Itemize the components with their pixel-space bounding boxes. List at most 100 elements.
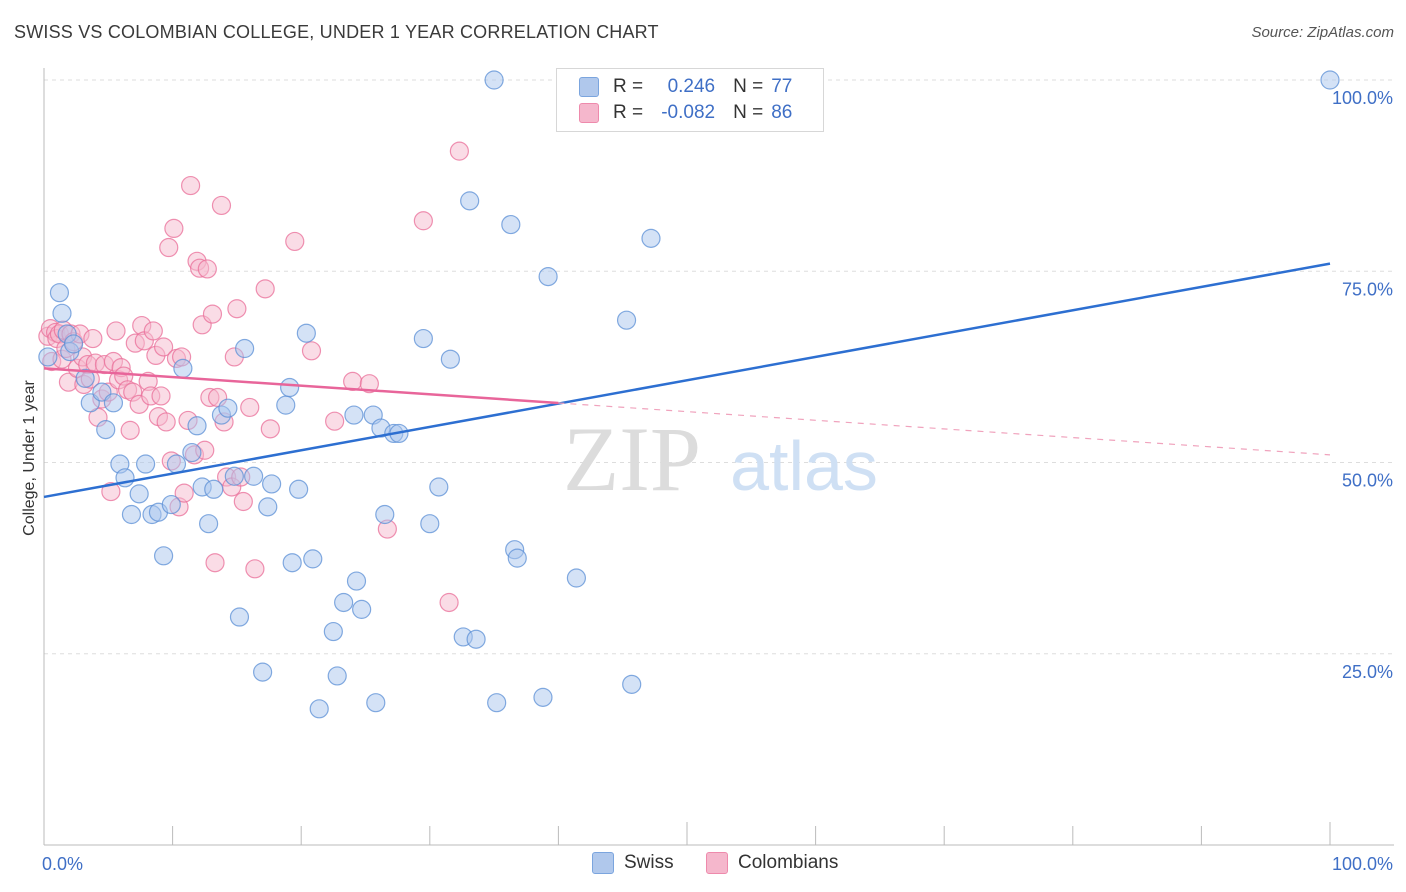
swiss-point <box>487 693 507 713</box>
colombians-point <box>159 237 179 258</box>
y-axis-title: College, Under 1 year <box>21 380 38 536</box>
swiss-point <box>289 479 309 499</box>
swiss-point <box>375 504 395 525</box>
colombians-point <box>359 374 379 394</box>
swiss-point <box>323 621 343 642</box>
legend-r-label: R = <box>613 76 644 97</box>
swiss-trend-line <box>43 262 1331 499</box>
legend-n-value: 77 <box>771 76 793 97</box>
swiss-points <box>38 70 1340 719</box>
colombians-point <box>285 231 305 252</box>
chart-title: SWISS VS COLOMBIAN COLLEGE, UNDER 1 YEAR… <box>14 22 659 42</box>
swiss-point <box>346 571 367 591</box>
swiss-point <box>566 568 587 588</box>
colombians-point <box>202 304 223 324</box>
swiss-point <box>129 484 149 504</box>
colombians-point <box>205 553 225 573</box>
swiss-point <box>538 267 558 287</box>
swiss-point <box>187 416 207 436</box>
swiss-point <box>121 504 142 525</box>
swiss-point <box>38 347 58 367</box>
swiss-point <box>235 338 255 359</box>
colombians-point <box>181 175 201 196</box>
swiss-point <box>204 479 224 499</box>
swiss-point <box>218 398 238 418</box>
legend: R = 0.246 N = 77 R = -0.082 N = 86 <box>556 68 824 132</box>
legend-swatch-colombians <box>579 103 599 123</box>
legend-swatch-swiss <box>579 77 599 97</box>
y-tick-label: 75.0% <box>1342 279 1393 299</box>
swiss-point <box>460 191 480 211</box>
colombians-point <box>120 420 140 440</box>
swiss-point <box>420 514 440 534</box>
swiss-point <box>616 310 637 330</box>
legend-n-value: 86 <box>771 102 793 123</box>
legend-n-label: N = <box>733 76 764 97</box>
colombians-trend-line <box>43 367 559 405</box>
colombians-swatch <box>706 852 728 874</box>
colombians-point <box>197 259 217 279</box>
swiss-point <box>229 607 250 627</box>
legend-row-swiss: R = 0.246 N = 77 <box>579 75 792 99</box>
watermark-zip: ZIP <box>563 408 701 510</box>
swiss-point <box>429 477 449 497</box>
swiss-point <box>199 514 219 534</box>
colombians-point <box>174 483 194 503</box>
swiss-point <box>244 466 264 486</box>
swiss-point <box>173 358 193 379</box>
swiss-point <box>49 283 70 303</box>
swiss-point <box>63 334 84 354</box>
swiss-point <box>166 454 187 474</box>
swiss-point <box>533 687 553 707</box>
swiss-swatch <box>592 852 614 874</box>
swiss-point <box>507 548 527 568</box>
legend-r-value: -0.082 <box>661 102 716 123</box>
swiss-point <box>303 549 323 569</box>
swiss-point <box>276 395 296 415</box>
swiss-point <box>282 553 302 573</box>
colombians-point <box>439 592 459 613</box>
y-tick-label: 25.0% <box>1342 662 1393 682</box>
swiss-point <box>224 466 244 486</box>
colombians-point <box>106 321 126 341</box>
bottom-legend-swiss[interactable]: Swiss <box>592 852 674 874</box>
swiss-point <box>258 497 278 517</box>
bottom-legend-colombians[interactable]: Colombians <box>706 852 838 874</box>
swiss-point <box>466 629 486 649</box>
colombians-point <box>233 491 253 512</box>
axes <box>43 68 1394 846</box>
swiss-point <box>182 442 202 463</box>
swiss-point <box>153 546 174 566</box>
swiss-label: Swiss <box>624 852 674 873</box>
watermark-atlas: atlas <box>730 427 878 505</box>
swiss-point <box>327 666 347 686</box>
legend-r-label: R = <box>613 102 644 123</box>
colombians-point <box>227 299 247 319</box>
colombians-point <box>245 559 265 579</box>
swiss-point <box>334 592 354 613</box>
colombians-trend-extension <box>558 402 1331 456</box>
legend-r-value: 0.246 <box>667 76 716 97</box>
watermark: ZIP atlas <box>563 408 878 510</box>
tick-labels: 25.0% 50.0% 75.0% 100.0% 0.0% 100.0% <box>42 88 1393 874</box>
colombians-point <box>240 397 260 418</box>
colombians-point <box>255 279 275 299</box>
colombians-point <box>413 211 433 231</box>
source-label: Source: ZipAtlas.com <box>1251 24 1394 41</box>
swiss-point <box>344 405 364 425</box>
colombians-point <box>101 481 121 502</box>
colombians-point <box>211 195 232 216</box>
swiss-point <box>296 323 316 343</box>
bottom-legend: Swiss Colombians <box>0 852 1406 878</box>
colombians-point <box>260 419 280 439</box>
trend-lines <box>43 262 1331 499</box>
swiss-point <box>501 214 521 235</box>
colombians-label: Colombians <box>738 852 839 873</box>
x-tick-label: 0.0% <box>42 854 83 874</box>
swiss-point <box>641 228 661 248</box>
swiss-point <box>413 328 433 349</box>
colombians-point <box>153 337 174 357</box>
colombians-point <box>164 218 184 239</box>
x-tick-label: 100.0% <box>1332 854 1393 874</box>
